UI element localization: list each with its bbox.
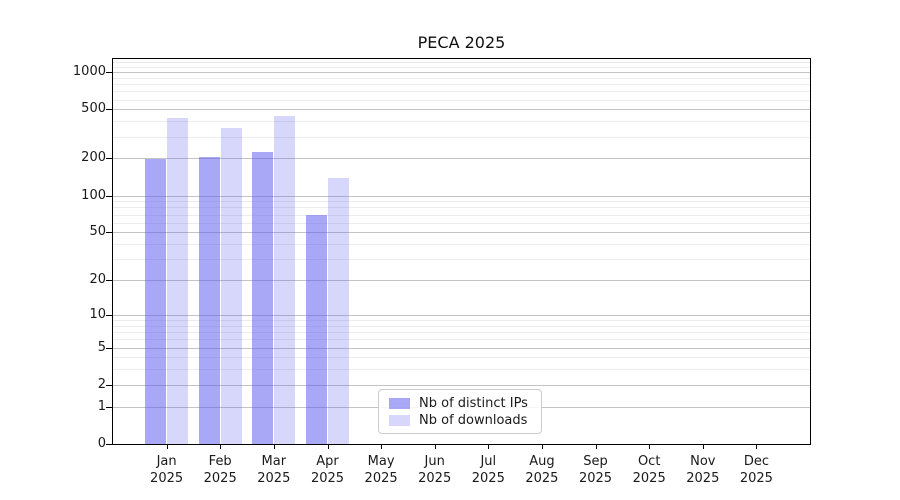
legend-item-downloads: Nb of downloads (389, 412, 533, 429)
x-axis-tick-label: Apr 2025 (310, 454, 345, 486)
x-axis-tick-label: Sep 2025 (578, 454, 613, 486)
bar-distinct-ips-feb (198, 157, 220, 444)
bar-downloads-apr (328, 177, 349, 444)
y-axis-tick (106, 347, 112, 349)
y-axis-tick-label: 50 (89, 224, 106, 240)
x-axis-tick-label: May 2025 (364, 454, 398, 486)
legend-item-distinct-ips: Nb of distinct IPs (389, 395, 533, 412)
gridline-major (113, 109, 810, 111)
x-axis-tick-label: Jan 2025 (150, 454, 184, 486)
y-axis-tick (106, 72, 112, 73)
bar-distinct-ips-apr (306, 215, 327, 444)
x-axis-tick (702, 444, 704, 449)
gridline-minor (113, 201, 810, 203)
y-axis-tick (106, 158, 112, 160)
x-axis-tick (381, 444, 383, 449)
gridline-minor (113, 136, 810, 138)
x-axis-tick-label: Feb 2025 (203, 454, 237, 486)
y-axis-tick-label: 100 (81, 187, 106, 203)
x-axis-tick (649, 444, 651, 449)
x-axis-tick-label: Mar 2025 (257, 454, 291, 486)
x-axis-tick-label: Nov 2025 (686, 454, 720, 486)
x-axis-tick (488, 444, 490, 449)
plot-area: Nb of distinct IPs Nb of downloads 0 1 2 5 1… (73, 58, 811, 486)
x-axis-tick-label: Jun 2025 (418, 454, 452, 486)
gridline-major (113, 195, 810, 197)
gridline-major (113, 158, 810, 160)
y-axis-tick-label: 0 (97, 436, 106, 451)
legend-label-downloads: Nb of downloads (419, 413, 528, 428)
x-axis-tick (273, 444, 275, 449)
x-axis-tick-label: Dec 2025 (739, 454, 773, 486)
gridline-minor (113, 332, 810, 333)
y-axis-tick-label: 2 (97, 376, 106, 392)
gridline-minor (113, 357, 810, 359)
gridline-minor (113, 325, 810, 327)
y-axis-tick (106, 314, 112, 316)
x-axis-tick (166, 444, 168, 449)
y-axis-tick (106, 232, 112, 234)
legend-swatch-downloads (389, 415, 410, 426)
x-axis-tick-label: Aug 2025 (525, 454, 559, 486)
chart-title: PECA 2025 (417, 33, 506, 52)
y-axis-tick-label: 1 (97, 398, 106, 414)
gridline-minor (113, 66, 810, 68)
x-axis-tick (220, 444, 222, 449)
x-axis-tick (541, 444, 543, 449)
y-axis-tick-label: 5 (97, 339, 106, 355)
gridline-minor (113, 259, 810, 261)
y-axis-tick-label: 1000 (72, 64, 106, 79)
bar-distinct-ips-mar (252, 151, 274, 444)
x-axis-tick-label: Jul 2025 (471, 454, 505, 486)
bar-distinct-ips-jan (145, 159, 167, 444)
y-axis-tick-label: 200 (81, 150, 106, 166)
gridline-major (113, 72, 810, 73)
x-axis-tick (327, 444, 329, 449)
y-axis-tick (106, 280, 112, 282)
y-axis-tick (106, 384, 112, 386)
y-axis-tick (106, 444, 112, 445)
y-axis-tick (106, 109, 112, 111)
y-axis-tick-label: 20 (89, 272, 106, 288)
x-axis-tick (434, 444, 436, 449)
gridline-major (113, 347, 810, 349)
gridline-minor (113, 222, 810, 224)
gridline-major (113, 280, 810, 282)
gridline-minor (113, 244, 810, 245)
gridline-major (113, 384, 810, 386)
gridline-minor (113, 369, 810, 371)
legend: Nb of distinct IPs Nb of downloads (378, 389, 542, 434)
y-axis-tick-label: 10 (89, 306, 106, 322)
x-axis-tick (756, 444, 758, 449)
y-axis-tick-label: 500 (81, 101, 106, 117)
gridline-minor (113, 99, 810, 101)
bar-downloads-jan (167, 118, 189, 444)
gridline-major (113, 314, 810, 316)
y-axis-tick (106, 195, 112, 197)
gridline-minor (113, 207, 810, 209)
bar-downloads-feb (220, 128, 242, 444)
gridline-minor (113, 214, 810, 216)
legend-label-distinct-ips: Nb of distinct IPs (419, 396, 528, 411)
y-axis-tick (106, 406, 112, 408)
gridline-minor (113, 320, 810, 321)
gridline-major (113, 232, 810, 234)
legend-swatch-distinct-ips (389, 398, 410, 409)
bar-downloads-mar (274, 115, 296, 444)
gridline-minor (113, 77, 810, 79)
gridline-minor (113, 84, 810, 85)
x-axis-tick (595, 444, 597, 449)
gridline-minor (113, 339, 810, 341)
gridline-minor (113, 91, 810, 93)
gridline-minor (113, 121, 810, 123)
x-axis-tick-label: Oct 2025 (632, 454, 666, 486)
gridline-minor (113, 62, 810, 64)
